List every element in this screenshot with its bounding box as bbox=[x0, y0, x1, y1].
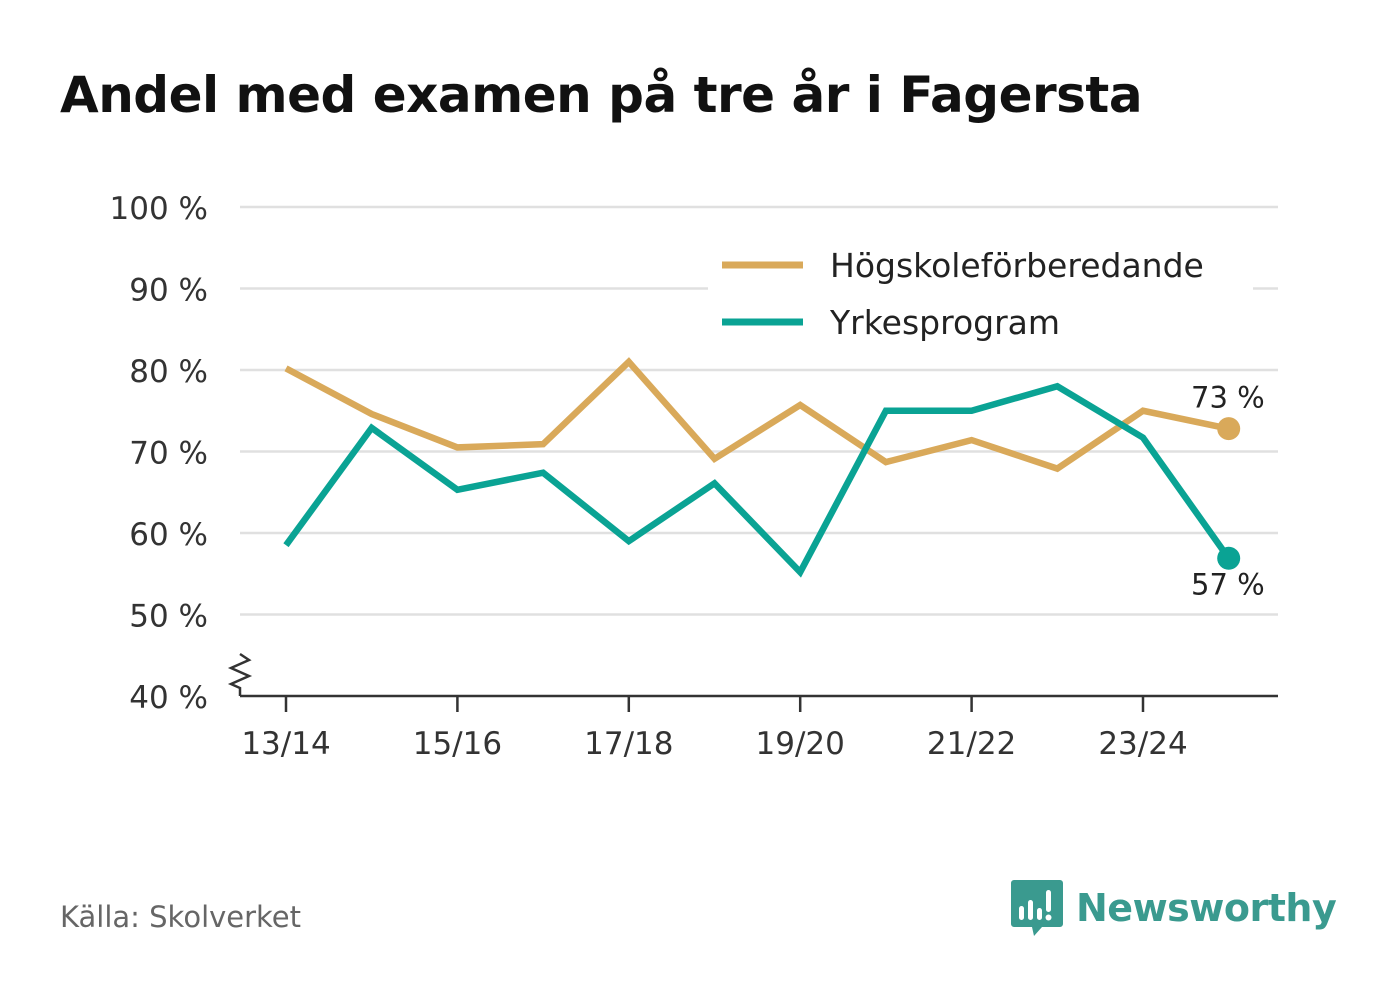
legend-background bbox=[708, 232, 1253, 350]
end-point-marker bbox=[1217, 546, 1241, 570]
x-tick-label: 15/16 bbox=[413, 726, 502, 762]
chart-title: Andel med examen på tre år i Fagersta bbox=[60, 66, 1143, 124]
y-tick-label: 70 % bbox=[129, 436, 208, 472]
newsworthy-logo-icon bbox=[1011, 880, 1063, 936]
x-tick-label: 13/14 bbox=[241, 726, 330, 762]
y-tick-label: 90 % bbox=[129, 273, 208, 309]
x-axis: 13/14 15/16 17/18 19/20 21/22 23/24 bbox=[227, 652, 1278, 762]
series-line bbox=[284, 357, 1230, 473]
brand-logo[interactable]: Newsworthy bbox=[1010, 878, 1337, 938]
y-axis-labels: 40 % 50 % 60 % 70 % 80 % 90 % 100 % bbox=[110, 191, 208, 716]
y-tick-label: 50 % bbox=[129, 599, 208, 635]
end-labels: 73 % 57 % bbox=[1191, 381, 1265, 602]
x-tick-label: 17/18 bbox=[584, 726, 673, 762]
y-tick-label: 60 % bbox=[129, 517, 208, 553]
line-chart: 40 % 50 % 60 % 70 % 80 % 90 % 100 % 13/14 15/16… bbox=[110, 191, 1278, 762]
source-note: Källa: Skolverket bbox=[60, 900, 302, 934]
end-value-label: 73 % bbox=[1191, 381, 1265, 415]
y-tick-label: 40 % bbox=[129, 680, 208, 716]
brand-name: Newsworthy bbox=[1076, 886, 1337, 930]
axis-break-icon bbox=[227, 652, 253, 696]
legend-label: Högskoleförberedande bbox=[830, 246, 1204, 285]
legend: Högskoleförberedande Yrkesprogram bbox=[708, 232, 1253, 350]
y-tick-label: 80 % bbox=[129, 354, 208, 390]
end-point-marker bbox=[1217, 417, 1241, 441]
series-lines bbox=[283, 357, 1241, 578]
x-tick-label: 23/24 bbox=[1098, 726, 1187, 762]
y-tick-label: 100 % bbox=[110, 191, 208, 227]
series-line bbox=[283, 382, 1232, 578]
x-tick-label: 21/22 bbox=[927, 726, 1016, 762]
legend-label: Yrkesprogram bbox=[829, 303, 1060, 342]
x-tick-label: 19/20 bbox=[756, 726, 845, 762]
end-value-label: 57 % bbox=[1191, 567, 1265, 601]
